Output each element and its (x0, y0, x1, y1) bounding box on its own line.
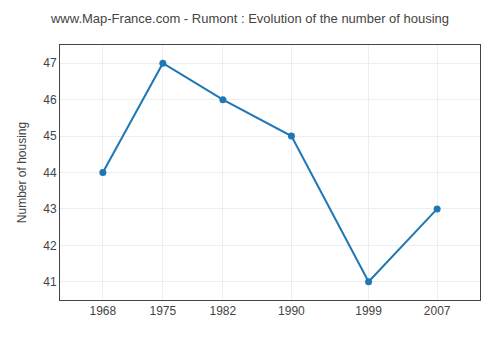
svg-text:1999: 1999 (355, 304, 382, 318)
svg-text:2007: 2007 (424, 304, 451, 318)
svg-text:Number of housing: Number of housing (15, 122, 29, 223)
svg-text:47: 47 (43, 56, 57, 70)
svg-text:1975: 1975 (150, 304, 177, 318)
svg-text:www.Map-France.com - Rumont :: www.Map-France.com - Rumont : Evolution … (50, 11, 449, 26)
svg-text:46: 46 (43, 93, 57, 107)
svg-text:1990: 1990 (278, 304, 305, 318)
svg-text:42: 42 (43, 239, 57, 253)
svg-text:41: 41 (43, 275, 57, 289)
svg-text:1982: 1982 (210, 304, 237, 318)
svg-text:45: 45 (43, 129, 57, 143)
svg-text:43: 43 (43, 202, 57, 216)
svg-text:1968: 1968 (90, 304, 117, 318)
svg-text:44: 44 (43, 166, 57, 180)
